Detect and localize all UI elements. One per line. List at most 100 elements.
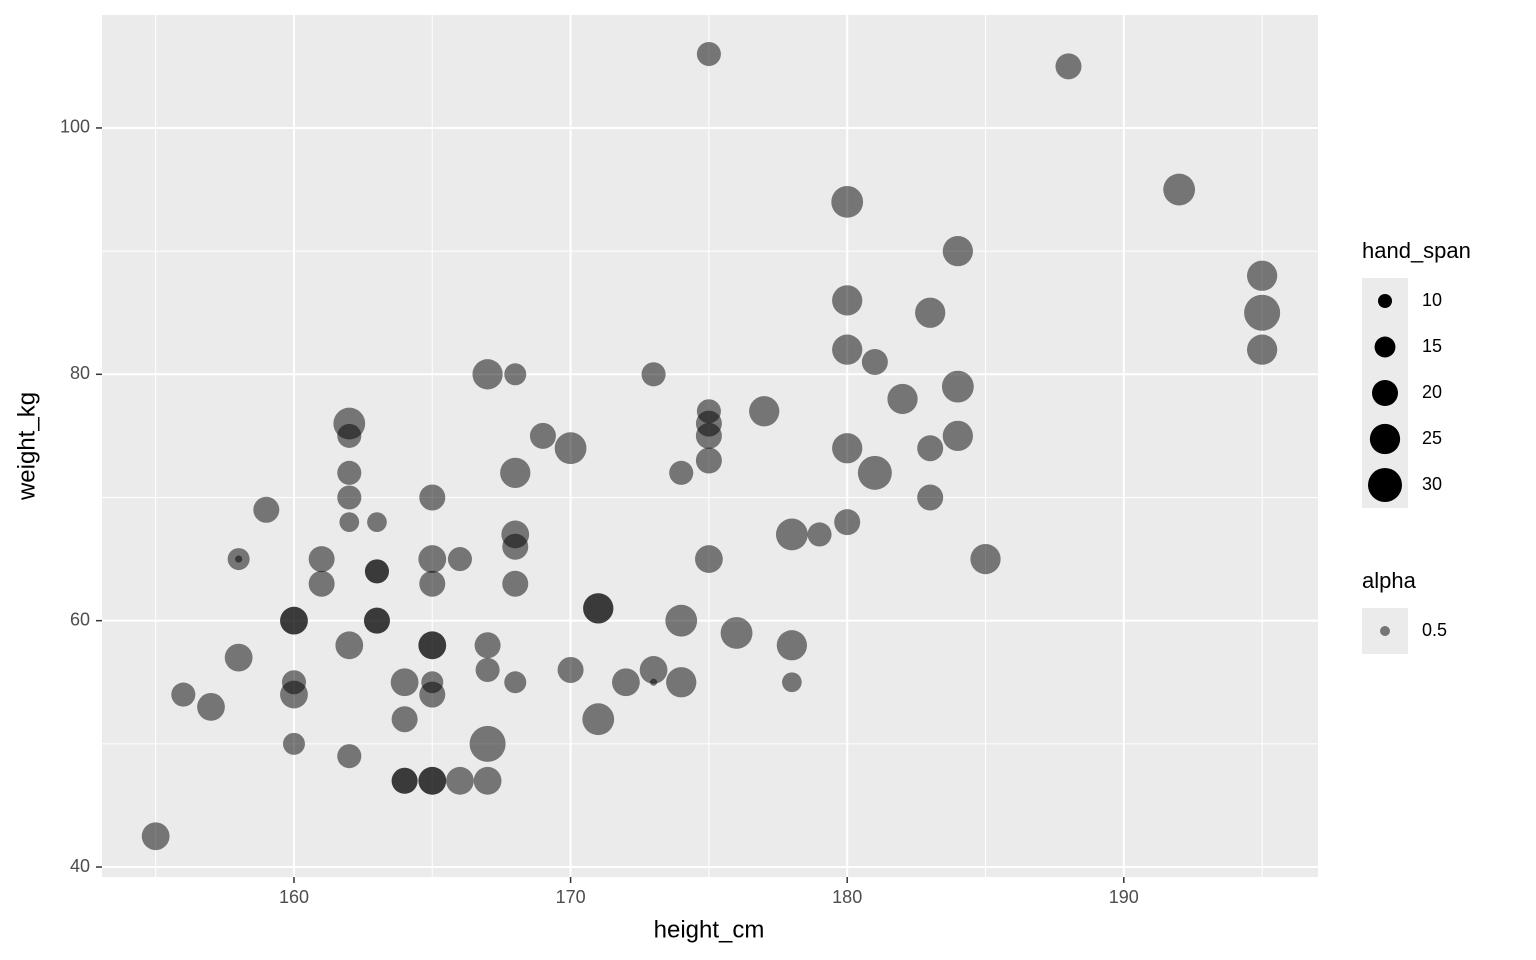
legend-key [1368, 468, 1402, 502]
point [337, 744, 362, 769]
point [224, 643, 253, 672]
y-tick-label: 40 [70, 856, 90, 876]
point [171, 682, 196, 707]
point [665, 604, 698, 637]
point [970, 543, 1001, 575]
point [419, 570, 446, 597]
point [942, 235, 973, 267]
point [775, 518, 808, 551]
point [1055, 53, 1082, 80]
point [472, 359, 503, 390]
point [308, 570, 335, 597]
point [473, 766, 502, 795]
point [832, 433, 863, 464]
point [282, 732, 305, 755]
legend-key [1374, 336, 1396, 358]
point [391, 767, 418, 794]
point [720, 617, 753, 649]
point [418, 545, 447, 573]
point [419, 681, 446, 708]
x-tick-label: 180 [832, 887, 862, 907]
point [887, 383, 918, 415]
point [831, 185, 864, 218]
point [917, 435, 944, 462]
legend-label: 15 [1422, 336, 1442, 356]
point [502, 533, 529, 560]
legend-key [1380, 626, 1390, 636]
point [696, 42, 721, 67]
point [281, 670, 307, 695]
point [419, 484, 446, 511]
point [639, 656, 668, 684]
point [363, 607, 390, 634]
point [1244, 294, 1281, 331]
point [807, 522, 832, 547]
point [308, 546, 335, 573]
point [832, 285, 863, 316]
point [641, 362, 666, 387]
point [500, 457, 531, 488]
point [337, 460, 362, 485]
legend-title: alpha [1362, 568, 1417, 593]
point [557, 656, 584, 683]
point [504, 363, 527, 386]
point [834, 509, 861, 536]
y-tick-label: 60 [70, 609, 90, 629]
legend-title: hand_span [1362, 238, 1471, 263]
point [391, 706, 418, 733]
point [749, 396, 780, 427]
x-tick-label: 170 [556, 887, 586, 907]
point [857, 455, 892, 490]
point [1246, 260, 1278, 291]
point [390, 668, 419, 697]
point [141, 822, 170, 851]
point [339, 512, 360, 532]
legend-key [1372, 380, 1398, 406]
point [915, 297, 946, 328]
point [669, 460, 694, 485]
point [337, 485, 362, 510]
point [447, 547, 472, 572]
point [612, 668, 640, 697]
point [335, 631, 364, 660]
point [504, 671, 527, 694]
x-tick-label: 190 [1109, 887, 1139, 907]
point [782, 672, 802, 693]
point [649, 678, 658, 686]
point [280, 606, 308, 635]
x-axis-title: height_cm [654, 916, 765, 943]
point [469, 725, 506, 762]
legend-label: 0.5 [1422, 620, 1447, 640]
point [474, 632, 501, 659]
point [367, 512, 387, 532]
y-tick-label: 80 [70, 363, 90, 383]
point [364, 559, 389, 584]
point [529, 422, 556, 449]
point [666, 667, 697, 698]
point [502, 570, 529, 597]
point [695, 545, 723, 573]
legend-label: 20 [1422, 382, 1442, 402]
point [253, 496, 280, 523]
legend-label: 25 [1422, 428, 1442, 448]
point [554, 432, 587, 465]
point [235, 555, 243, 563]
legend-key [1369, 423, 1401, 455]
point [418, 766, 447, 795]
y-axis-title: weight_kg [13, 392, 40, 501]
point [1163, 173, 1196, 206]
point [197, 692, 225, 721]
point [475, 657, 500, 682]
point [917, 484, 944, 511]
point [695, 422, 722, 449]
x-tick-label: 160 [279, 887, 309, 907]
point [942, 420, 973, 452]
point [1246, 334, 1278, 365]
point [418, 631, 447, 660]
legend-label: 30 [1422, 474, 1442, 494]
legend-label: 10 [1422, 290, 1442, 310]
point [941, 370, 974, 403]
point [832, 334, 863, 365]
